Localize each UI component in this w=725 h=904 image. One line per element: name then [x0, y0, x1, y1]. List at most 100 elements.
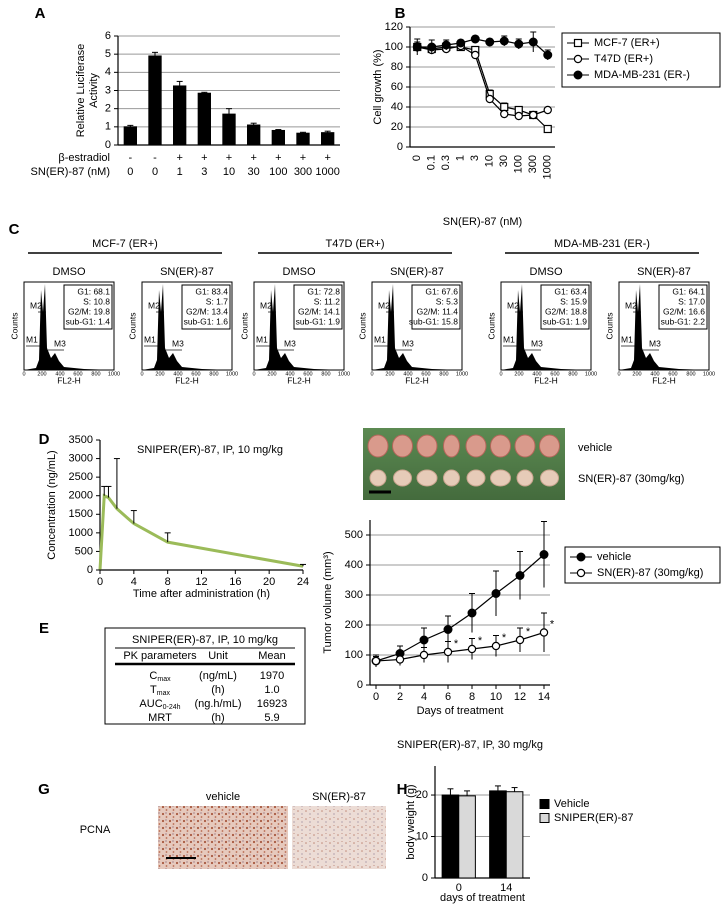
- legend-label: SN(ER)-87 (30mg/kg): [597, 567, 703, 579]
- marker: [543, 50, 553, 60]
- bar: [247, 124, 261, 146]
- x-tick-label: 1000: [456, 371, 468, 377]
- cell-cycle-stat: G2/M: 19.8: [68, 306, 110, 316]
- cell-cycle-stat: S: 1.7: [206, 296, 228, 306]
- tumor: [367, 434, 389, 458]
- bar: [271, 129, 285, 146]
- stats-box: [181, 284, 231, 330]
- x-tick-label: 0: [499, 371, 502, 377]
- group-title: MDA-MB-231 (ER-): [554, 238, 650, 250]
- cell-cycle-stat: sub-G1: 1.9: [543, 316, 588, 326]
- bar: [441, 794, 460, 879]
- stats-box: [540, 284, 590, 330]
- x-tick-label: 800: [686, 371, 695, 377]
- row-label: β-estradiol: [58, 152, 110, 164]
- y-tick-label: 3000: [69, 452, 93, 464]
- param-subscript: max: [157, 690, 171, 697]
- y-tick-label: 2500: [69, 471, 93, 483]
- y-tick-label: 2000: [69, 490, 93, 502]
- cell-cycle-stat: sub-G1: 15.8: [409, 316, 458, 326]
- x-tick-label: 0: [252, 371, 255, 377]
- tumor: [516, 469, 534, 487]
- cell-cycle-stat: sub-G1: 2.2: [661, 316, 706, 326]
- y-tick-label: 1500: [69, 508, 93, 520]
- group-title: MCF-7 (ER+): [92, 238, 158, 250]
- gate-label: M1: [256, 334, 268, 344]
- gate-label: M3: [284, 338, 296, 348]
- x-row-label: +: [324, 152, 330, 164]
- x-tick-label: 200: [385, 371, 394, 377]
- chart-title: SNIPER(ER)-87, IP, 10 mg/kg: [137, 444, 283, 456]
- bar: [505, 791, 524, 879]
- bar: [296, 132, 310, 146]
- y-axis-label: Counts: [486, 313, 496, 340]
- tumor: [443, 469, 460, 487]
- x-tick-label: 14: [538, 691, 550, 703]
- param-name: C: [149, 670, 157, 682]
- tumor: [466, 469, 486, 487]
- histogram: [501, 284, 591, 370]
- x-tick-label: 4: [131, 576, 137, 588]
- table-header: Mean: [258, 650, 286, 662]
- x-tick-label: 100: [513, 155, 525, 173]
- marker: [500, 102, 509, 112]
- significance: *: [502, 632, 507, 644]
- condition-label: DMSO: [53, 266, 86, 278]
- gate-label: M3: [172, 338, 184, 348]
- x-tick-label: 0: [97, 576, 103, 588]
- table-cell: 1970: [260, 670, 284, 682]
- bar: [489, 790, 507, 879]
- x-axis-label: FL2-H: [405, 375, 429, 385]
- marker: [419, 635, 429, 645]
- cell-cycle-stat: sub-G1: 1.6: [184, 316, 229, 326]
- x-tick-label: 2: [397, 691, 403, 703]
- marker: [573, 38, 583, 48]
- y-tick-label: 0: [422, 872, 428, 884]
- table-frame: [104, 627, 306, 725]
- data-line: [375, 554, 545, 662]
- significance: *: [478, 635, 483, 647]
- table-cell: 5.9: [264, 712, 279, 724]
- marker: [500, 109, 509, 119]
- x-tick-label: 600: [550, 371, 559, 377]
- y-tick-label: 1000: [69, 527, 93, 539]
- param-subscript: max: [157, 676, 171, 683]
- condition-label: DMSO: [530, 266, 563, 278]
- x-tick-label: 1000: [542, 155, 554, 179]
- bar: [458, 795, 476, 879]
- y-tick-label: 300: [345, 589, 363, 601]
- x-tick-label: 1000: [338, 371, 350, 377]
- x-tick-label: 30: [248, 166, 260, 178]
- y-tick-label: 0: [397, 141, 403, 153]
- tumor-photo: [363, 428, 565, 500]
- y-axis-label: Counts: [357, 313, 367, 340]
- param-name: MRT: [148, 712, 172, 724]
- x-axis-label: FL2-H: [287, 375, 311, 385]
- histogram: [372, 284, 462, 370]
- stats-box: [658, 284, 708, 330]
- marker: [443, 647, 453, 657]
- table-header: Unit: [208, 650, 228, 662]
- x-tick-label: 12: [195, 576, 207, 588]
- marker: [514, 111, 523, 121]
- marker: [514, 39, 524, 49]
- bar: [173, 85, 187, 146]
- y-tick-label: 400: [345, 559, 363, 571]
- panel-label: H: [397, 781, 408, 798]
- gate-label: M1: [26, 334, 38, 344]
- marker: [528, 37, 538, 47]
- x-axis-label: FL2-H: [534, 375, 558, 385]
- x-tick-label: 8: [469, 691, 475, 703]
- x-axis-label: FL2-H: [175, 375, 199, 385]
- tumor: [416, 469, 438, 487]
- y-tick-label: 10: [416, 830, 428, 842]
- marker: [485, 37, 495, 47]
- gate-label: M3: [649, 338, 661, 348]
- table-cell: Tmax: [150, 684, 170, 697]
- stats-box: [63, 284, 113, 330]
- gate-label: M2: [148, 300, 160, 310]
- legend-swatch: [539, 813, 550, 823]
- x-tick-label: 400: [532, 371, 541, 377]
- cell-cycle-stat: G2/M: 18.8: [545, 306, 587, 316]
